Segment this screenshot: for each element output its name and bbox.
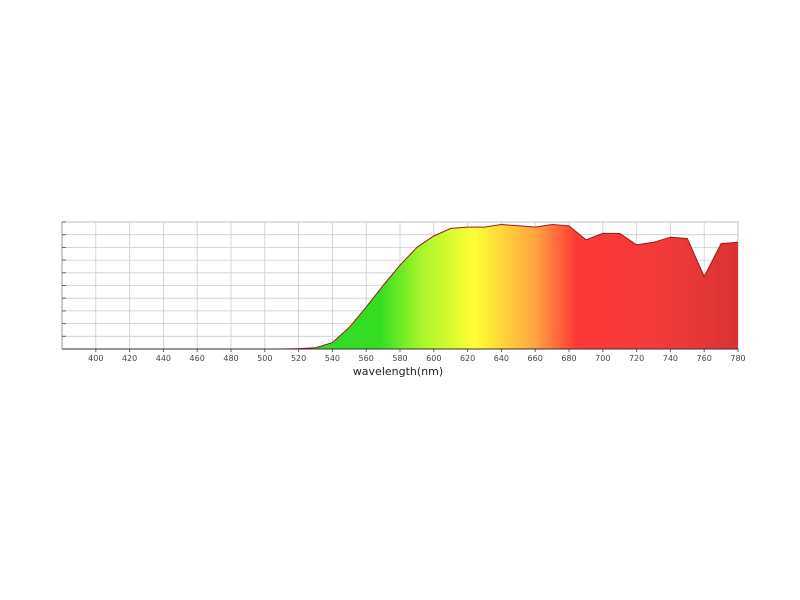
x-tick-label: 440: [156, 354, 171, 363]
x-tick-label: 520: [291, 354, 306, 363]
x-tick-label: 640: [494, 354, 509, 363]
x-tick-label: 780: [730, 354, 745, 363]
x-tick-label: 460: [190, 354, 205, 363]
x-tick-label: 700: [595, 354, 610, 363]
x-tick-label: 620: [460, 354, 475, 363]
x-tick-label: 560: [359, 354, 374, 363]
x-tick-label: 660: [528, 354, 543, 363]
x-tick-label: 400: [88, 354, 103, 363]
x-tick-label: 760: [697, 354, 712, 363]
x-axis-title: wavelength(nm): [353, 365, 443, 378]
area-fill: [62, 224, 738, 349]
x-tick-label: 680: [561, 354, 576, 363]
x-tick-label: 600: [426, 354, 441, 363]
x-tick-label: 740: [663, 354, 678, 363]
x-tick-label: 540: [325, 354, 340, 363]
x-tick-label: 580: [392, 354, 407, 363]
x-tick-label: 500: [257, 354, 272, 363]
x-tick-label: 420: [122, 354, 137, 363]
x-tick-label: 480: [223, 354, 238, 363]
x-tick-label: 720: [629, 354, 644, 363]
